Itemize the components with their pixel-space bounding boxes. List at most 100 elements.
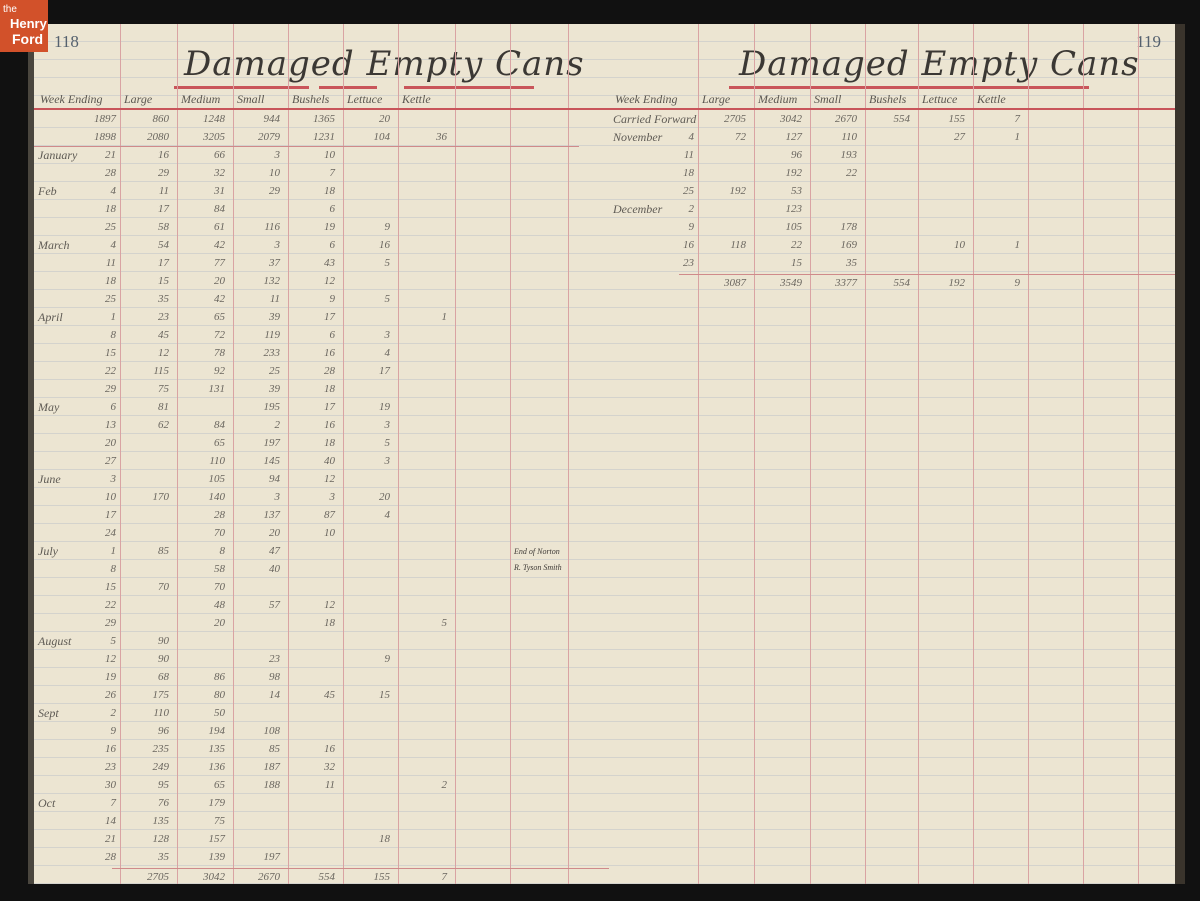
day-label: 22 <box>105 365 116 377</box>
ledger-cell: 58 <box>214 563 225 575</box>
week-ending-date: April 1 <box>38 310 116 325</box>
month-label: July <box>38 544 58 558</box>
ledger-cell: 192 <box>785 167 803 179</box>
day-label: 2 <box>688 203 695 215</box>
week-ending-date: March 4 <box>38 238 116 253</box>
ledger-cell: 32 <box>324 761 335 773</box>
column-rule <box>1028 24 1029 884</box>
ledger-cell: 3 <box>274 491 281 503</box>
ledger-cell: 95 <box>158 779 169 791</box>
total-cell: 155 <box>373 871 391 883</box>
week-ending-date: Carried Forward <box>613 112 696 127</box>
ledger-cell: 1 <box>1014 239 1021 251</box>
week-ending-date: Oct 7 <box>38 796 116 811</box>
ledger-cell: 116 <box>264 221 280 233</box>
ledger-cell: 23 <box>158 311 169 323</box>
ledger-cell: 197 <box>263 851 281 863</box>
ledger-cell: 66 <box>214 149 225 161</box>
ledger-cell: 36 <box>436 131 447 143</box>
month-label: November <box>613 130 663 144</box>
ledger-cell: 90 <box>158 653 169 665</box>
ledger-cell: 20 <box>379 113 390 125</box>
day-label: 1 <box>110 311 117 323</box>
ledger-cell: 40 <box>324 455 335 467</box>
week-ending-date: December 2 <box>613 202 694 217</box>
total-cell: 9 <box>1014 277 1021 289</box>
ledger-cell: 1248 <box>203 113 225 125</box>
ledger-cell: 860 <box>152 113 170 125</box>
day-label: 14 <box>105 815 116 827</box>
day-label: 9 <box>110 725 117 737</box>
ledger-cell: 29 <box>269 185 280 197</box>
ledger-cell: 157 <box>208 833 226 845</box>
header-rule <box>609 108 1175 110</box>
ledger-cell: 75 <box>158 383 169 395</box>
day-label: 19 <box>105 671 116 683</box>
ledger-cell: 140 <box>208 491 226 503</box>
ledger-cell: 197 <box>263 437 281 449</box>
ledger-cell: 78 <box>214 347 225 359</box>
total-cell: 3042 <box>203 871 225 883</box>
total-rule <box>112 868 612 869</box>
column-rule <box>510 24 511 884</box>
day-label: 1 <box>110 545 117 557</box>
ledger-cell: 145 <box>263 455 281 467</box>
ledger-cell: 9 <box>384 221 391 233</box>
ledger-cell: 16 <box>158 149 169 161</box>
day-label: 8 <box>110 563 117 575</box>
ledger-cell: 85 <box>158 545 169 557</box>
ledger-cell: 19 <box>379 401 390 413</box>
day-label: 28 <box>105 167 116 179</box>
ledger-cell: 19 <box>324 221 335 233</box>
month-label: April <box>38 310 63 324</box>
ledger-cell: 178 <box>840 221 858 233</box>
ledger-cell: 7 <box>329 167 336 179</box>
column-rule <box>698 24 699 884</box>
total-cell: 3549 <box>780 277 802 289</box>
ledger-cell: 18 <box>379 833 390 845</box>
ledger-cell: 47 <box>269 545 280 557</box>
ledger-cell: 105 <box>208 473 226 485</box>
day-label: 5 <box>110 635 117 647</box>
ledger-cell: 4 <box>384 347 391 359</box>
ledger-cell: 40 <box>269 563 280 575</box>
column-header: Large <box>124 92 153 106</box>
day-label: 23 <box>683 257 694 269</box>
title-underline <box>319 86 377 89</box>
column-rule <box>177 24 178 884</box>
ledger-cell: 15 <box>158 275 169 287</box>
ledger-cell: 1365 <box>313 113 335 125</box>
ledger-cell: 11 <box>158 185 169 197</box>
column-header: Medium <box>758 92 798 106</box>
column-rule <box>233 24 234 884</box>
ledger-cell: 70 <box>214 527 225 539</box>
ledger-cell: 187 <box>263 761 281 773</box>
week-ending-date: November 4 <box>613 130 694 145</box>
day-label: 16 <box>105 743 116 755</box>
column-header: Large <box>702 92 731 106</box>
column-header: Kettle <box>977 92 1006 106</box>
ledger-cell: 5 <box>384 257 391 269</box>
ledger-cell: 110 <box>209 455 225 467</box>
ledger-cell: 65 <box>214 311 225 323</box>
ledger-cell: 35 <box>158 851 169 863</box>
column-header: Bushels <box>869 92 907 106</box>
day-label: 16 <box>683 239 694 251</box>
ledger-cell: 18 <box>324 617 335 629</box>
column-header: Lettuce <box>347 92 383 106</box>
ledger-cell: 45 <box>324 689 335 701</box>
ledger-cell: 50 <box>214 707 225 719</box>
day-label: 29 <box>105 383 116 395</box>
ledger-cell: 193 <box>840 149 858 161</box>
ledger-cell: 3 <box>274 239 281 251</box>
ledger-cell: 94 <box>269 473 280 485</box>
ledger-cell: 132 <box>263 275 281 287</box>
month-label: May <box>38 400 60 414</box>
day-label: 18 <box>683 167 694 179</box>
day-label: 9 <box>688 221 695 233</box>
ledger-cell: 16 <box>324 419 335 431</box>
margin-note-line: R. Tyson Smith <box>514 563 562 572</box>
ledger-cell: 53 <box>791 185 802 197</box>
ledger-cell: 6 <box>329 239 336 251</box>
ledger-cell: 3 <box>274 149 281 161</box>
